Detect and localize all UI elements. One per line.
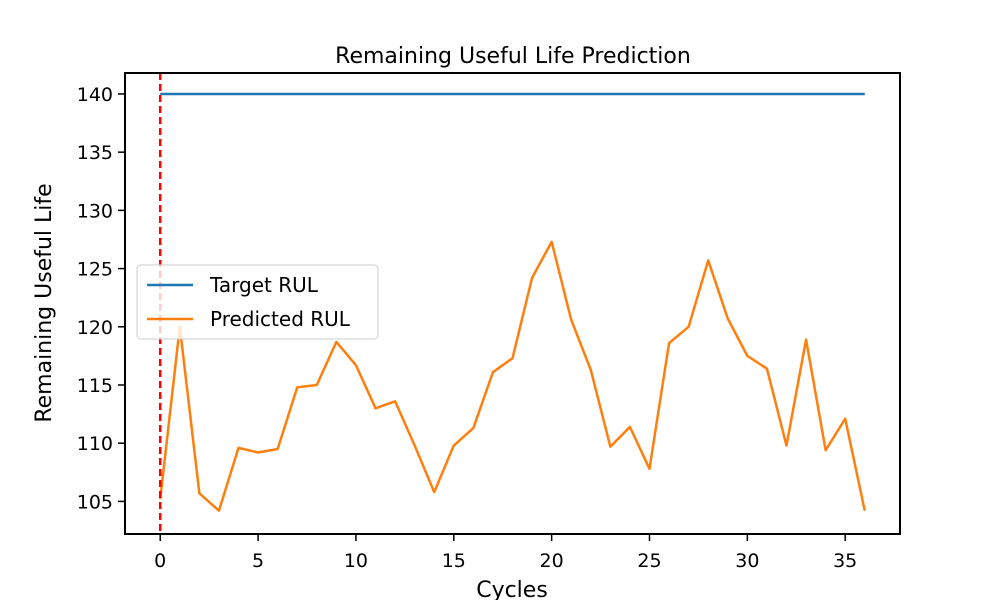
x-tick-label: 20 [540,550,564,572]
y-tick-label: 140 [77,84,113,106]
y-axis: 105 110 115 120 125 130 135 140 [77,84,125,513]
y-tick-label: 125 [77,259,113,281]
series-line-predicted-rul [158,240,866,512]
y-tick-label: 135 [77,142,113,164]
plot-area [158,73,866,534]
plot-frame [124,72,901,535]
legend-box [136,264,379,340]
y-tick-label: 130 [77,200,113,222]
y-tick-label: 110 [77,433,113,455]
y-axis-label: Remaining Useful Life [32,183,57,422]
y-tick-label: 105 [77,491,113,513]
legend-label-predicted-rul: Predicted RUL [210,307,351,331]
x-axis: 0 5 10 15 20 25 30 35 [154,534,857,572]
x-tick-label: 0 [154,550,166,572]
x-axis-label: Cycles [476,578,548,600]
legend: Target RUL Predicted RUL [136,264,379,340]
x-tick-label: 25 [637,550,661,572]
y-tick-label: 120 [77,317,113,339]
y-tick-label: 115 [77,375,113,397]
chart-title: Remaining Useful Life Prediction [335,44,691,69]
x-tick-label: 15 [442,550,466,572]
x-tick-label: 5 [252,550,264,572]
x-tick-label: 35 [833,550,857,572]
x-tick-label: 10 [344,550,368,572]
legend-label-target-rul: Target RUL [209,273,319,297]
x-tick-label: 30 [735,550,759,572]
